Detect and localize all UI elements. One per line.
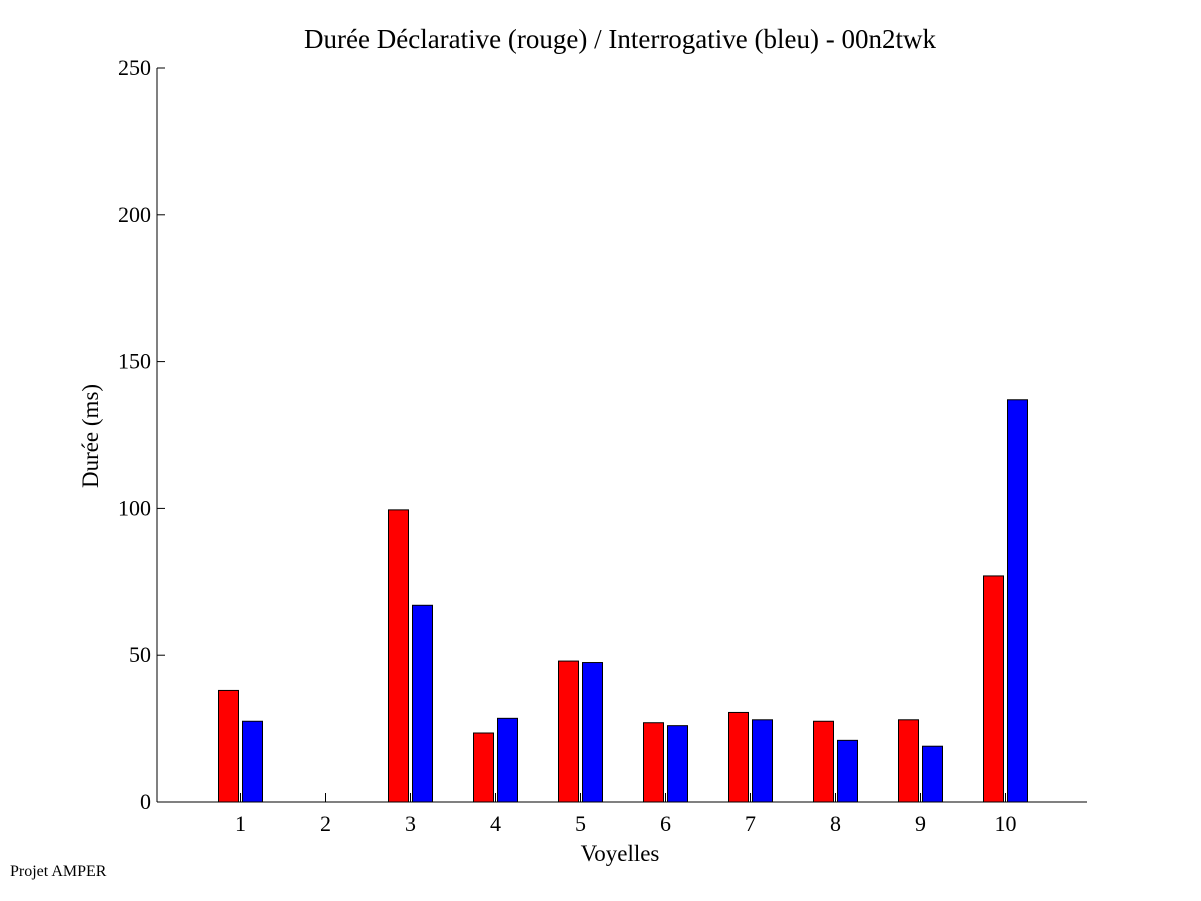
x-tick-label: 7: [745, 811, 756, 836]
bar-declarative-7: [728, 711, 749, 803]
x-tick-label: 1: [235, 811, 246, 836]
bar-declarative-10: [983, 575, 1004, 803]
bar-interrogative-6: [667, 725, 688, 803]
bar-interrogative-9: [922, 745, 943, 803]
bar-declarative-1: [218, 689, 239, 803]
bar-interrogative-8: [837, 739, 858, 803]
bar-declarative-4: [473, 732, 494, 803]
y-axis-label: Durée (ms): [78, 384, 103, 488]
y-tick-label: 100: [118, 495, 151, 520]
x-tick-label: 4: [490, 811, 501, 836]
bar-declarative-8: [813, 720, 834, 803]
x-tick-label: 2: [320, 811, 331, 836]
x-tick-label: 5: [575, 811, 586, 836]
bar-declarative-9: [898, 719, 919, 803]
bar-interrogative-3: [412, 604, 433, 803]
footer-credit: Projet AMPER: [10, 863, 107, 880]
bars-group: [218, 399, 1028, 803]
bar-declarative-3: [388, 509, 409, 803]
bar-declarative-5: [558, 660, 579, 803]
bar-declarative-6: [643, 722, 664, 803]
y-tick-label: 200: [118, 202, 151, 227]
bar-interrogative-7: [752, 719, 773, 803]
x-tick-label: 9: [915, 811, 926, 836]
x-tick-label: 6: [660, 811, 671, 836]
y-tick-label: 0: [140, 789, 151, 814]
y-tick-label: 50: [129, 642, 151, 667]
y-tick-label: 250: [118, 55, 151, 80]
bar-interrogative-4: [497, 717, 518, 803]
bar-interrogative-1: [242, 720, 263, 803]
bar-interrogative-10: [1007, 399, 1028, 803]
x-tick-label: 3: [405, 811, 416, 836]
x-axis: 1 2 3 4 5 6 7 8 9 10: [157, 793, 1087, 836]
y-axis: 0 50 100 150 200 250: [118, 55, 165, 814]
x-tick-label: 8: [830, 811, 841, 836]
chart-title: Durée Déclarative (rouge) / Interrogativ…: [304, 24, 936, 54]
x-axis-label: Voyelles: [581, 841, 660, 866]
bar-interrogative-5: [582, 662, 603, 803]
x-tick-label: 10: [995, 811, 1017, 836]
y-tick-label: 150: [118, 349, 151, 374]
